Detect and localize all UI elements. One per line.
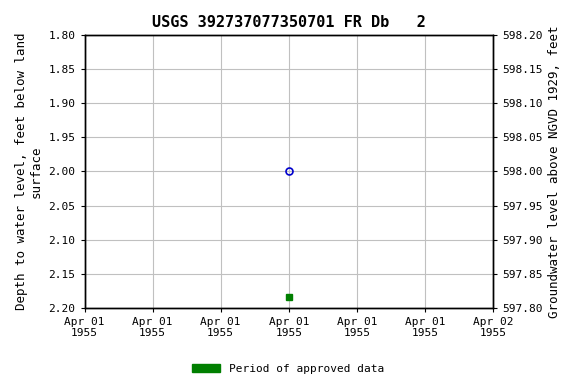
Title: USGS 392737077350701 FR Db   2: USGS 392737077350701 FR Db 2 [152,15,426,30]
Legend: Period of approved data: Period of approved data [188,359,388,379]
Y-axis label: Depth to water level, feet below land
surface: Depth to water level, feet below land su… [15,33,43,310]
Y-axis label: Groundwater level above NGVD 1929, feet: Groundwater level above NGVD 1929, feet [548,25,561,318]
